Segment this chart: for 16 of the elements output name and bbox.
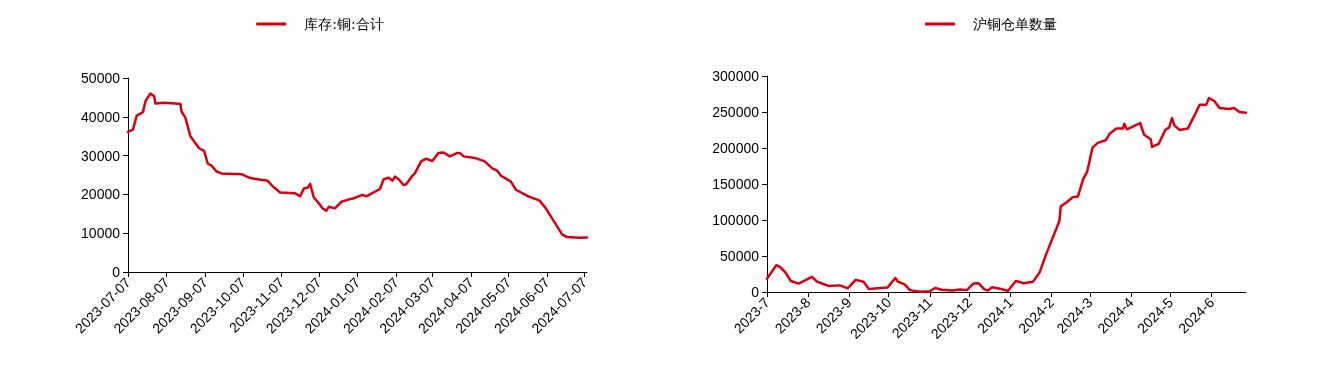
y-tick-label: 300000 — [712, 68, 760, 84]
y-tick-label: 0 — [112, 264, 121, 280]
y-tick-label: 0 — [751, 284, 760, 300]
y-tick-label: 50000 — [81, 70, 121, 86]
y-tick-label: 10000 — [81, 225, 121, 242]
line-series — [126, 92, 589, 240]
y-tick-label: 250000 — [712, 104, 760, 120]
legend-label: 库存:铜:合计 — [304, 16, 384, 32]
y-tick-label: 150000 — [712, 176, 760, 192]
y-tick-label: 50000 — [720, 248, 760, 264]
y-tick-label: 30000 — [81, 147, 121, 164]
y-tick-label: 40000 — [81, 108, 121, 125]
y-tick-label: 200000 — [712, 140, 760, 156]
y-tick-label: 20000 — [81, 186, 121, 203]
legend-label: 沪铜仓单数量 — [973, 16, 1057, 32]
y-tick-label: 100000 — [712, 212, 760, 228]
